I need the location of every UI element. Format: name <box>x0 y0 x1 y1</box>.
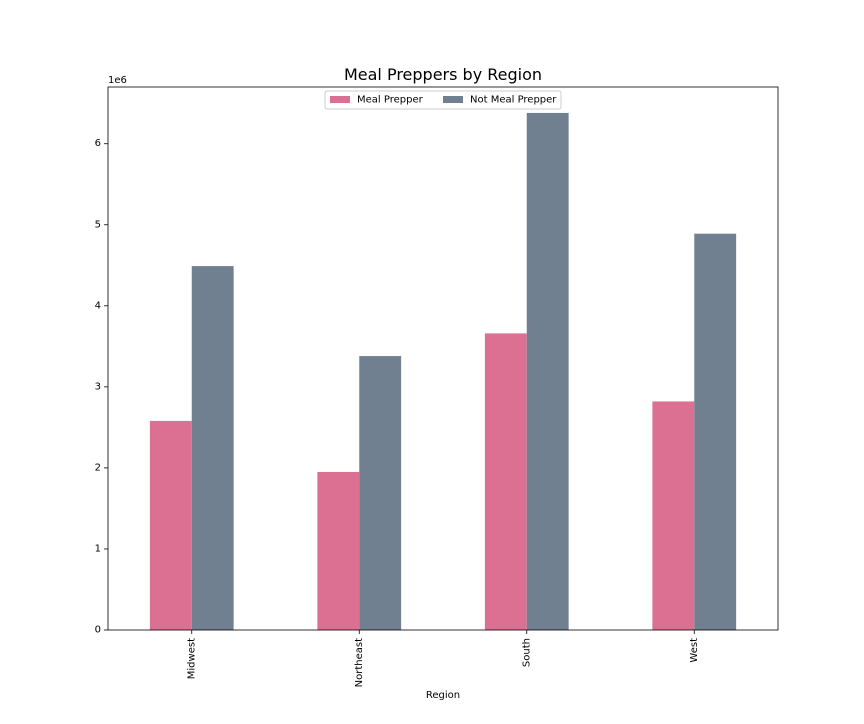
x-tick-label: West <box>689 638 700 663</box>
y-tick-label: 3 <box>95 381 101 392</box>
legend-label: Meal Prepper <box>357 95 424 106</box>
bars-layer <box>149 112 737 631</box>
y-axis-offset-label: 1e6 <box>108 75 127 86</box>
bar <box>191 266 234 630</box>
x-tick-label: Northeast <box>354 638 365 687</box>
bar <box>526 112 569 631</box>
x-tick-label: Midwest <box>186 638 197 679</box>
y-tick-label: 0 <box>95 625 101 636</box>
y-tick-label: 2 <box>95 462 101 473</box>
axis-ticks-layer: Midwest Northeast South West 0 1 2 3 4 5 6 <box>95 138 700 687</box>
legend-swatch <box>443 96 463 103</box>
legend-swatch <box>330 96 350 103</box>
chart-title: Meal Preppers by Region <box>344 65 542 84</box>
x-axis-label: Region <box>426 690 460 701</box>
y-tick-label: 6 <box>95 138 101 149</box>
bar <box>149 420 192 630</box>
legend-label: Not Meal Prepper <box>470 95 557 106</box>
x-tick-label: South <box>521 638 532 667</box>
y-tick-label: 1 <box>95 543 101 554</box>
bar <box>694 233 737 630</box>
bar <box>359 356 402 630</box>
bar <box>484 333 527 630</box>
bar <box>652 401 695 630</box>
legend: Meal Prepper Not Meal Prepper <box>324 90 562 110</box>
y-tick-label: 4 <box>95 300 101 311</box>
bar <box>317 471 360 630</box>
plot-area-frame <box>107 86 779 631</box>
y-tick-label: 5 <box>95 219 101 230</box>
